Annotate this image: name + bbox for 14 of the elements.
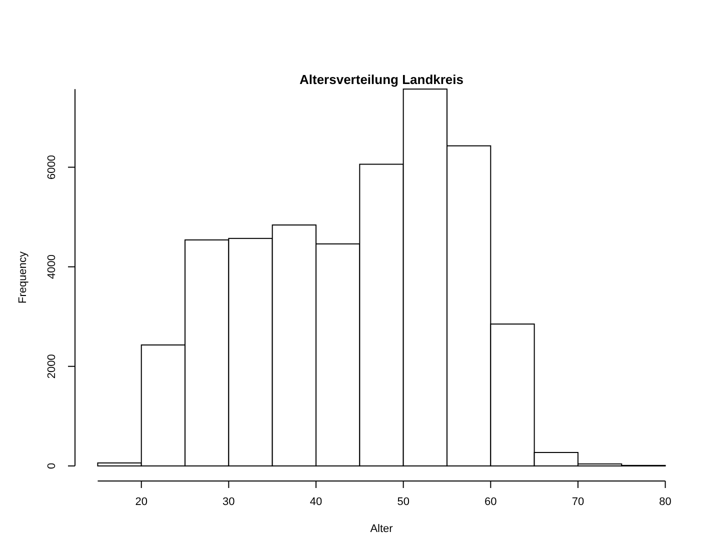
y-tick-label: 6000 — [46, 154, 58, 180]
y-tick-label: 2000 — [46, 354, 58, 379]
y-axis-title: Frequency — [17, 251, 29, 304]
x-tick-label: 60 — [484, 496, 497, 508]
y-tick-label: 0 — [46, 462, 58, 469]
x-axis-title: Alter — [370, 523, 394, 535]
x-tick-label: 20 — [135, 496, 148, 508]
x-tick-label: 40 — [310, 496, 322, 508]
x-tick-label: 50 — [397, 496, 410, 508]
x-tick-label: 80 — [659, 496, 672, 508]
y-tick-label: 4000 — [46, 254, 58, 280]
chart-title: Altersverteilung Landkreis — [300, 72, 464, 87]
x-tick-label: 30 — [222, 496, 235, 508]
x-tick-label: 70 — [572, 496, 584, 508]
